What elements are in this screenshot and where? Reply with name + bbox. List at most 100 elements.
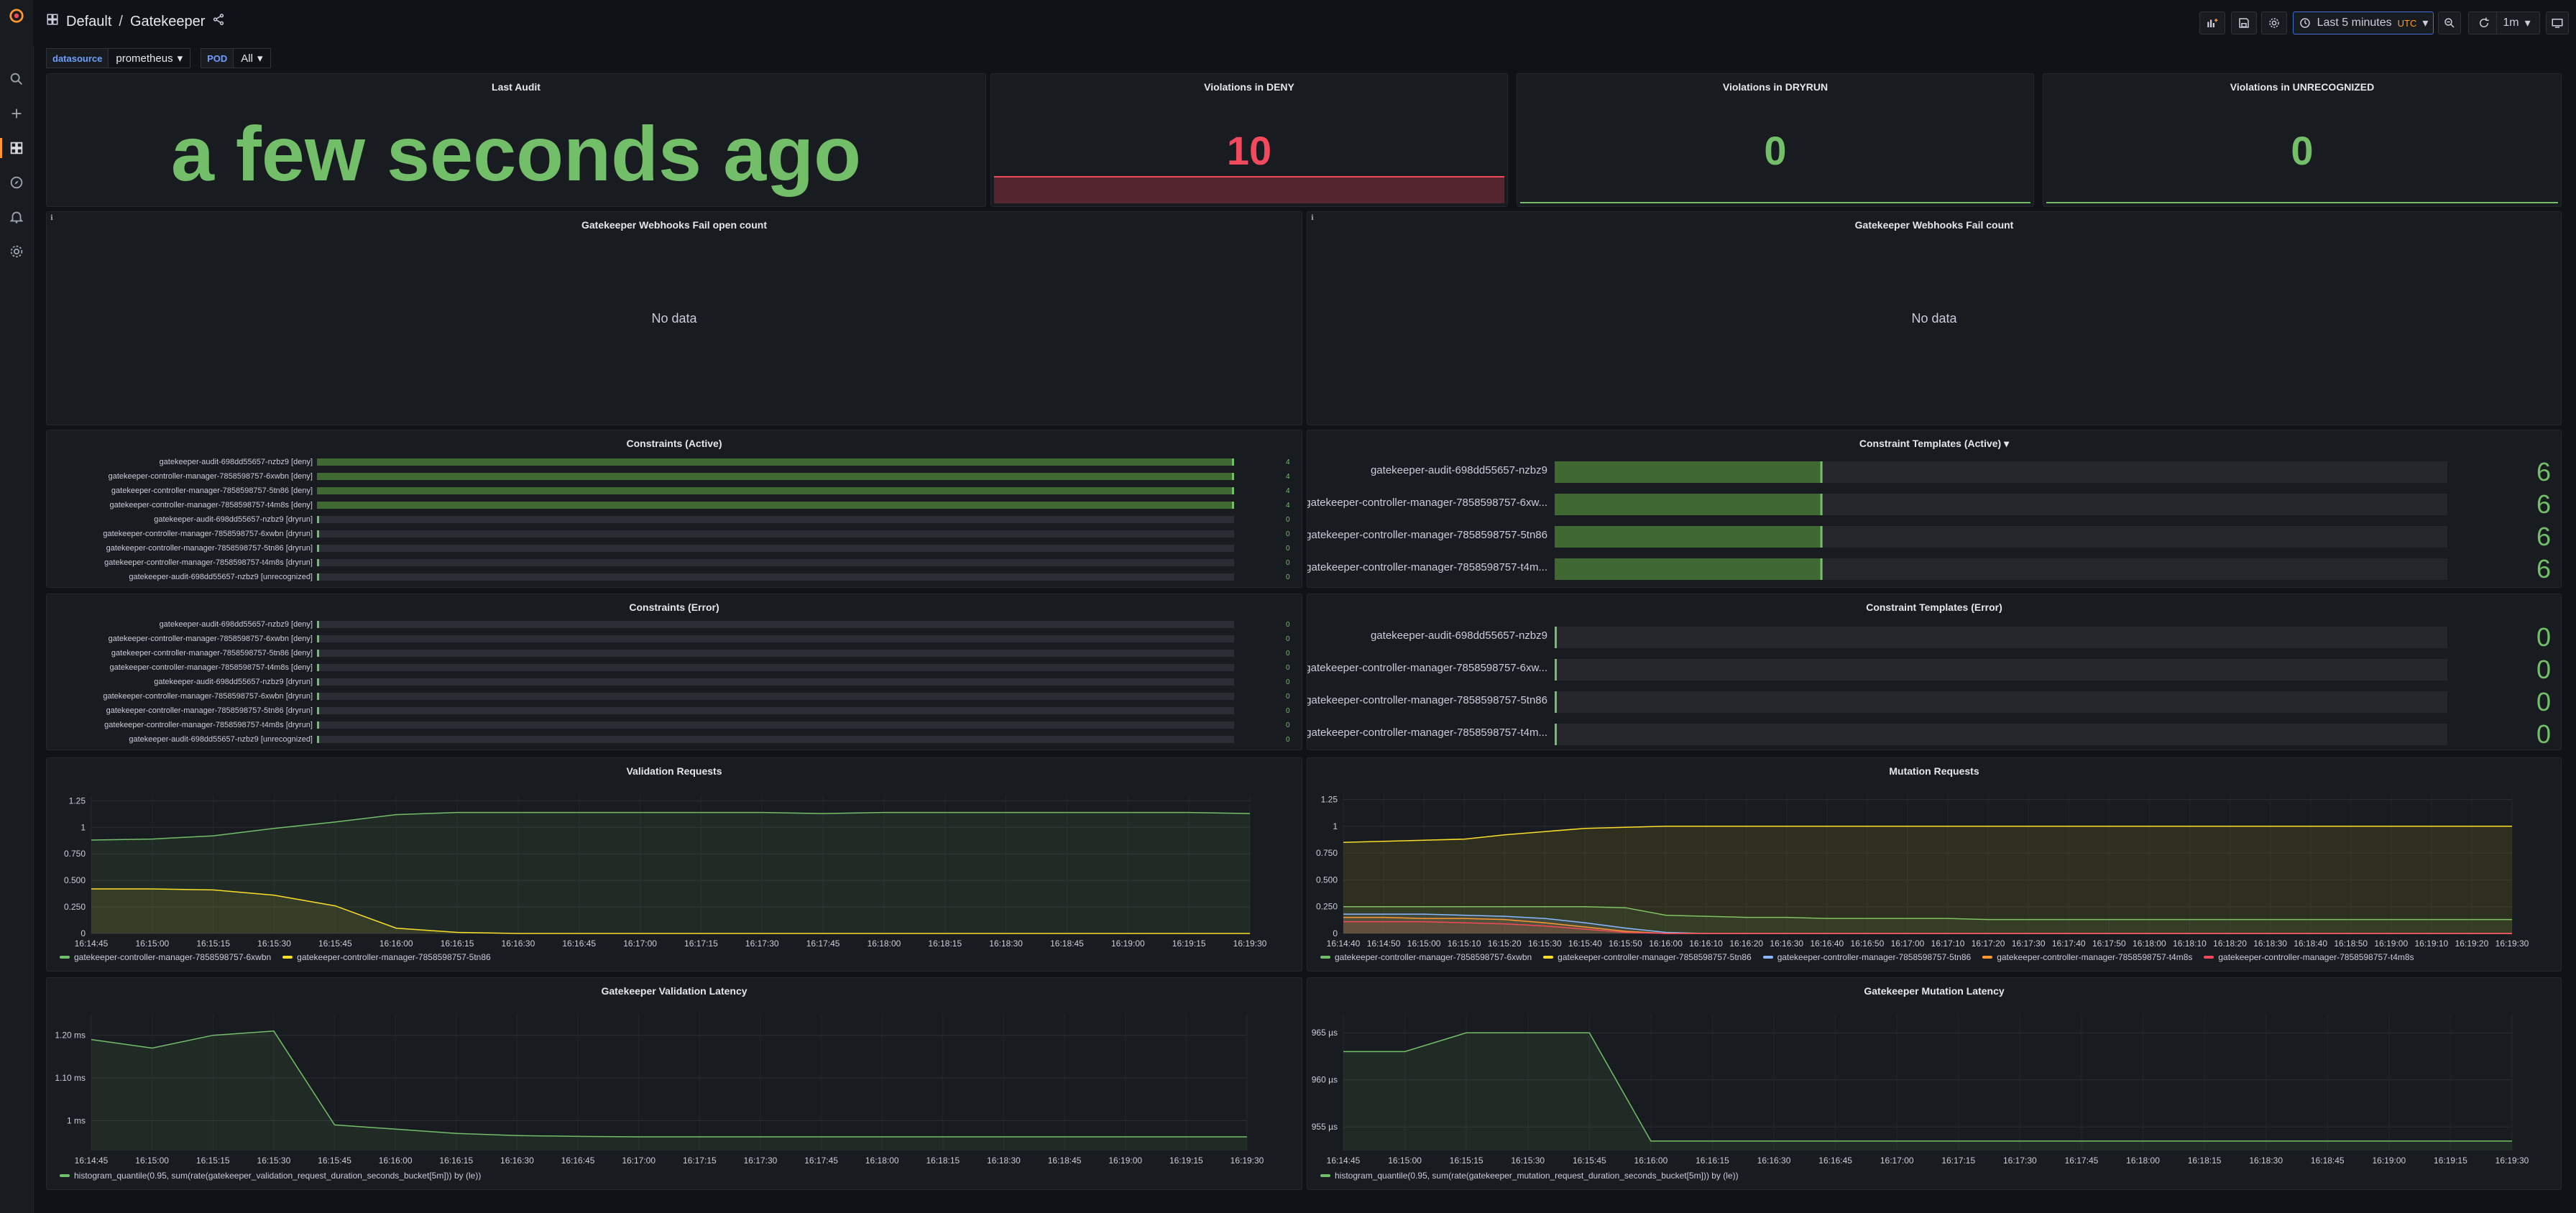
add-panel-button[interactable]: [2199, 11, 2225, 34]
bar-label: gatekeeper-controller-manager-7858598757…: [109, 501, 313, 509]
panel-violations-deny[interactable]: Violations in DENY 10: [990, 73, 1508, 207]
bar-label: gatekeeper-audit-698dd55657-nzbz9 [dryru…: [154, 678, 313, 686]
y-tick-label: 1 ms: [67, 1115, 86, 1125]
legend-item[interactable]: histogram_quantile(0.95, sum(rate(gateke…: [1320, 1171, 1739, 1181]
legend-swatch: [60, 1174, 70, 1177]
breadcrumb-separator: /: [119, 13, 123, 29]
x-tick-label: 16:15:15: [196, 938, 230, 949]
plus-icon[interactable]: [8, 105, 25, 122]
bar-edge: [317, 559, 319, 566]
bar-value: 6: [2536, 457, 2551, 486]
top-navbar: Default / Gatekeeper Last 5 minutes UTC …: [33, 0, 2576, 46]
panel-templates-error[interactable]: Constraint Templates (Error) gatekeeper-…: [1307, 594, 2562, 750]
series-area: [1343, 1033, 2512, 1150]
legend-item[interactable]: gatekeeper-controller-manager-7858598757…: [60, 952, 271, 962]
legend-item[interactable]: gatekeeper-controller-manager-7858598757…: [1762, 952, 1971, 962]
variable-value-datasource: prometheus: [116, 52, 173, 65]
panel-webhooks-fail[interactable]: ℹ Gatekeeper Webhooks Fail count No data: [1307, 211, 2562, 425]
panel-title: Constraint Templates (Error): [1866, 601, 2002, 613]
bar-value: 0: [1286, 736, 1290, 744]
panel-title: Gatekeeper Webhooks Fail count: [1854, 219, 2014, 231]
x-tick-label: 16:18:15: [928, 938, 962, 949]
info-icon[interactable]: ℹ: [1311, 214, 1314, 222]
x-tick-label: 16:18:50: [2334, 938, 2368, 949]
bar-value: 0: [1286, 721, 1290, 729]
zoom-out-button[interactable]: [2438, 11, 2461, 34]
x-tick-label: 16:19:00: [1111, 938, 1145, 949]
legend-swatch: [1320, 956, 1330, 959]
panel-validation-requests[interactable]: Validation Requests 0 0.250 0.500 0.750 1 1.2…: [46, 757, 1302, 972]
bar-value: 6: [2536, 554, 2551, 584]
bar-edge: [1232, 458, 1234, 466]
x-tick-label: 16:19:30: [2496, 1156, 2529, 1166]
chevron-down-icon[interactable]: ▾: [2004, 438, 2010, 449]
bar-value: 0: [1286, 573, 1290, 581]
variable-select-datasource[interactable]: prometheus ▾: [109, 48, 191, 68]
dashboards-icon[interactable]: [8, 139, 25, 157]
info-icon[interactable]: ℹ: [50, 214, 53, 222]
x-tick-label: 16:18:10: [2173, 938, 2207, 949]
x-tick-label: 16:18:20: [2213, 938, 2247, 949]
x-tick-label: 16:14:40: [1327, 938, 1361, 949]
bar-edge: [1820, 558, 1823, 580]
x-tick-label: 16:19:10: [2415, 938, 2449, 949]
x-tick-label: 16:16:00: [1649, 938, 1683, 949]
legend-item[interactable]: histogram_quantile(0.95, sum(rate(gateke…: [60, 1171, 481, 1181]
save-dashboard-button[interactable]: [2231, 11, 2257, 34]
no-data-message: No data: [651, 311, 697, 326]
bar-track: [317, 650, 1234, 657]
x-tick-label: 16:18:45: [2311, 1156, 2345, 1166]
breadcrumb-folder[interactable]: Default: [66, 13, 112, 29]
bar-fill: [317, 502, 1234, 509]
panel-validation-latency[interactable]: Gatekeeper Validation Latency 1 ms 1.10 m…: [46, 977, 1302, 1190]
bar-edge: [317, 650, 319, 657]
legend-item[interactable]: gatekeeper-controller-manager-7858598757…: [2204, 952, 2414, 962]
time-range-picker[interactable]: Last 5 minutes UTC ▾: [2293, 11, 2434, 34]
dashboard-settings-button[interactable]: [2261, 11, 2287, 34]
series-line: [91, 811, 1251, 841]
bar-edge: [1555, 627, 1557, 648]
legend-item[interactable]: gatekeeper-controller-manager-7858598757…: [1320, 952, 1532, 962]
bar-track: [317, 559, 1234, 566]
panel-constraints-error[interactable]: Constraints (Error) gatekeeper-audit-698…: [46, 594, 1302, 750]
series-area: [1343, 914, 2512, 933]
no-data-message: No data: [1911, 311, 1957, 326]
legend-item[interactable]: gatekeeper-controller-manager-7858598757…: [1982, 952, 2192, 962]
variable-select-pod[interactable]: All ▾: [234, 48, 271, 68]
x-tick-label: 16:15:00: [135, 1156, 169, 1166]
x-tick-label: 16:15:45: [318, 1156, 351, 1166]
panel-title: Constraint Templates (Active) ▾: [1307, 438, 2561, 450]
search-icon[interactable]: [8, 70, 25, 88]
panel-last-audit[interactable]: Last Audit a few seconds ago: [46, 73, 986, 207]
x-tick-label: 16:18:40: [2294, 938, 2327, 949]
x-tick-label: 16:14:45: [75, 1156, 109, 1166]
share-icon[interactable]: [212, 13, 225, 30]
panel-webhooks-failopen[interactable]: ℹ Gatekeeper Webhooks Fail open count No…: [46, 211, 1302, 425]
legend-item[interactable]: gatekeeper-controller-manager-7858598757…: [1543, 952, 1752, 962]
panel-violations-unrecognized[interactable]: Violations in UNRECOGNIZED 0: [2043, 73, 2562, 207]
gear-icon[interactable]: [8, 243, 25, 260]
bar-edge: [317, 573, 319, 581]
alerting-bell-icon[interactable]: [8, 208, 25, 226]
panel-mutation-requests[interactable]: Mutation Requests 0 0.250 0.500 0.750 1 1.25 1…: [1307, 757, 2562, 972]
bar-edge: [317, 707, 319, 714]
legend-label: gatekeeper-controller-manager-7858598757…: [1335, 952, 1532, 962]
bar-track: [317, 693, 1234, 700]
tv-mode-button[interactable]: [2546, 11, 2569, 34]
refresh-picker[interactable]: 1m ▾: [2468, 11, 2540, 34]
panel-templates-active[interactable]: Constraint Templates (Active) ▾ gatekeep…: [1307, 430, 2562, 588]
dashboard-title[interactable]: Gatekeeper: [129, 13, 206, 29]
panel-mutation-latency[interactable]: Gatekeeper Mutation Latency 955 µs 960 µs…: [1307, 977, 2562, 1190]
explore-icon[interactable]: [8, 174, 25, 191]
bar-fill: [317, 487, 1234, 494]
legend-item[interactable]: gatekeeper-controller-manager-7858598757…: [282, 952, 491, 962]
bar-edge: [1555, 691, 1557, 713]
x-tick-label: 16:18:30: [2253, 938, 2287, 949]
x-tick-label: 16:15:50: [1609, 938, 1642, 949]
grafana-logo-icon[interactable]: [8, 7, 25, 24]
bar-value: 0: [2536, 622, 2551, 652]
panel-violations-dryrun[interactable]: Violations in DRYRUN 0: [1517, 73, 2034, 207]
zoom-out-icon: [2444, 18, 2455, 28]
bar-value: 6: [2536, 489, 2551, 519]
panel-constraints-active[interactable]: Constraints (Active) gatekeeper-audit-69…: [46, 430, 1302, 588]
